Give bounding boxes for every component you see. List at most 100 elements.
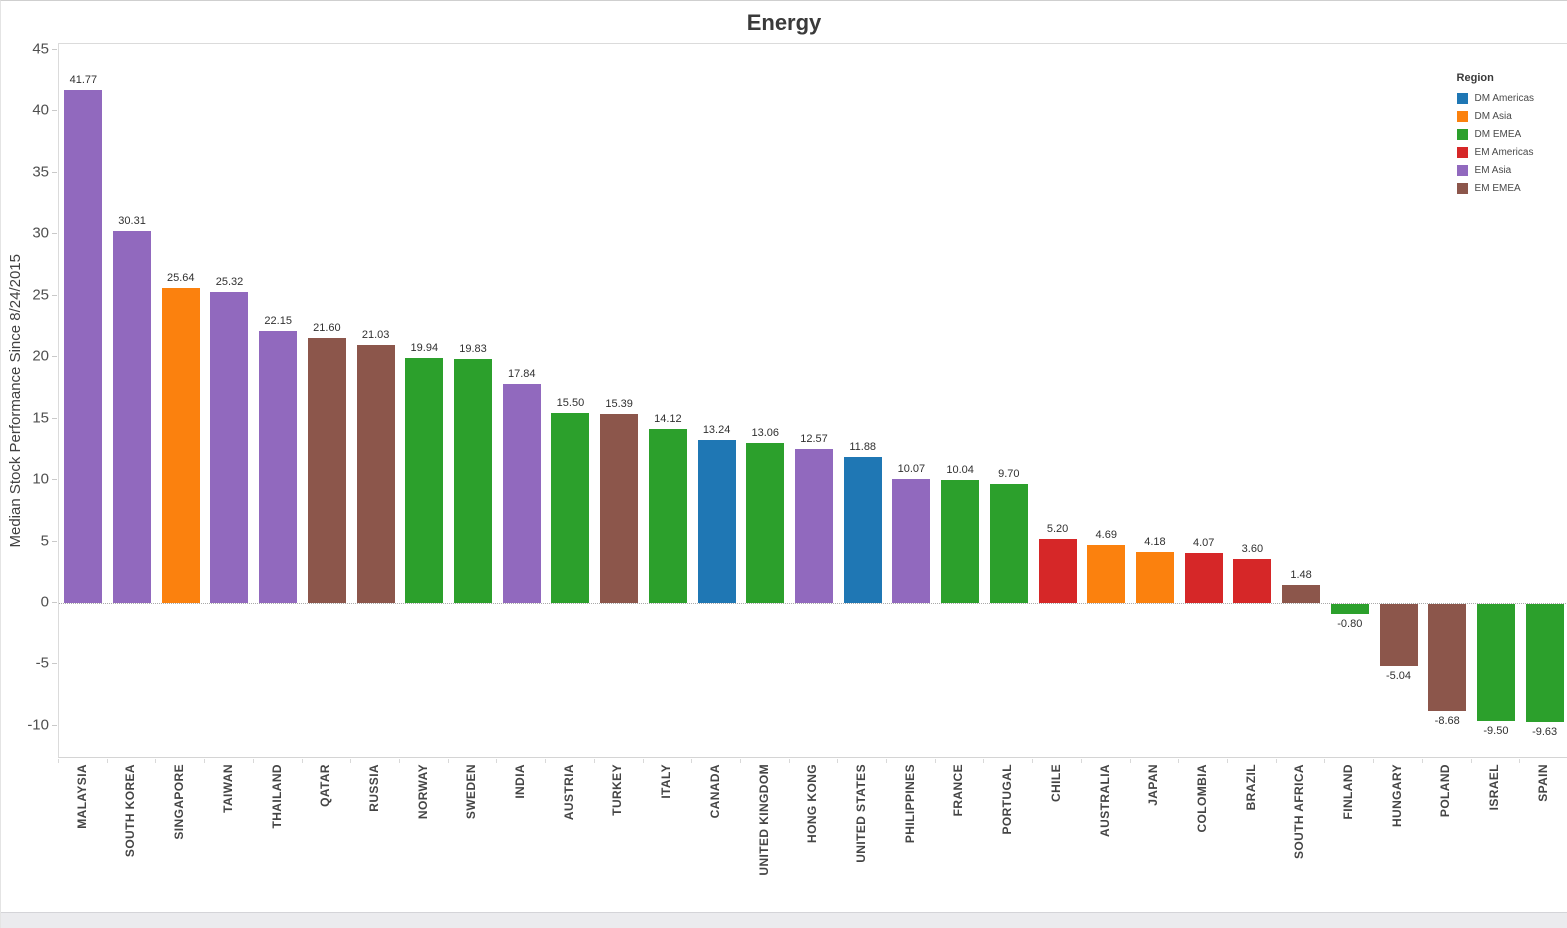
bar[interactable] [1330,604,1369,614]
x-axis-label: HUNGARY [1373,759,1422,911]
legend-swatch [1456,182,1468,194]
legend-label: DM Asia [1474,110,1512,122]
bar[interactable] [1038,539,1077,603]
bar-value-label: 9.70 [998,467,1020,480]
plot-area: Region DM Americas DM Asia DM EMEA EM Ameri… [58,43,1567,758]
legend: Region DM Americas DM Asia DM EMEA EM Ameri… [1456,72,1534,197]
x-axis-label: RUSSIA [350,759,399,911]
bar[interactable] [941,479,980,603]
bar[interactable] [1476,604,1515,721]
legend-item[interactable]: DM Asia [1456,107,1534,125]
x-axis-tick [691,759,693,763]
x-axis-label-text: ITALY [659,764,674,799]
legend-item[interactable]: EM Americas [1456,143,1534,161]
bar[interactable] [405,357,444,603]
bar[interactable] [648,429,687,603]
bar[interactable] [1282,584,1321,603]
x-axis-label: UNITED STATES [837,759,886,911]
legend-item[interactable]: DM Americas [1456,89,1534,107]
x-axis-label-text: UNITED STATES [854,764,868,863]
bar-value-label: 1.48 [1290,568,1312,581]
legend-swatch [1456,146,1468,158]
y-axis-tick-mark [52,171,57,173]
x-axis-label: CHILE [1032,759,1081,911]
x-axis-label-text: TURKEY [610,764,625,816]
bar[interactable] [1135,551,1174,603]
bar[interactable] [161,287,200,603]
x-axis-tick [1275,759,1277,763]
bar-value-label: 13.06 [751,426,780,439]
x-axis-tick [1373,759,1375,763]
x-axis-label: AUSTRIA [545,759,594,911]
bar[interactable] [697,440,736,603]
bar-value-label: 10.07 [897,463,926,476]
x-axis-tick [252,759,254,763]
bar-value-label: -8.68 [1434,714,1460,727]
x-axis-label-text: SOUTH KOREA [123,764,138,858]
bar[interactable] [1087,545,1126,603]
bar[interactable] [600,413,639,603]
bar[interactable] [989,483,1028,603]
x-axis-label: AUSTRALIA [1081,759,1130,911]
bar-value-label: 19.83 [459,343,487,356]
bar[interactable] [307,337,346,603]
bar[interactable] [843,457,882,603]
horizontal-scrollbar[interactable] [1,912,1567,928]
bar-value-label: 15.50 [556,396,585,409]
bar[interactable] [1525,604,1564,723]
y-axis: 45 40 35 30 25 20 15 10 5 0 -5 -10 [1,40,58,759]
x-axis-tick [1178,759,1180,763]
bar[interactable] [454,359,493,603]
legend-item[interactable]: DM EMEA [1456,125,1534,143]
x-axis-tick [1080,759,1082,763]
bar-value-label: 5.20 [1046,523,1069,536]
bar[interactable] [1233,558,1272,603]
bar[interactable] [1379,604,1418,666]
y-axis-tick-label: -5 [35,654,49,672]
bar[interactable] [113,230,152,603]
bar-value-label: 30.31 [118,214,146,227]
x-axis-label-text: SWEDEN [464,764,479,820]
x-axis-tick [983,759,985,763]
x-axis-label-text: JAPAN [1146,764,1161,806]
zero-line [59,603,1567,604]
bar[interactable] [259,330,298,603]
x-axis-label-text: AUSTRIA [561,764,576,821]
y-axis-tick-mark [52,417,57,419]
x-axis-label: COLOMBIA [1178,759,1227,911]
bar[interactable] [210,291,249,603]
y-axis-tick-label: 30 [32,224,49,242]
y-axis-tick-label: 35 [32,163,49,181]
bar[interactable] [1428,604,1467,711]
y-axis-tick-label: 40 [32,101,49,119]
bar[interactable] [1184,552,1223,603]
bar[interactable] [746,442,785,603]
bar-value-label: -9.63 [1532,726,1558,739]
chart-title: Energy [746,10,822,35]
x-axis-label-text: INDIA [513,764,528,799]
y-axis-tick-mark [52,724,57,726]
bar[interactable] [356,344,395,603]
x-axis-tick [1227,759,1229,763]
legend-label: DM Americas [1474,92,1534,104]
y-axis-tick-mark [52,233,57,235]
bar[interactable] [502,383,541,603]
y-axis-tick-label: -10 [27,716,49,734]
y-axis-tick-mark [52,48,57,50]
legend-item[interactable]: EM Asia [1456,161,1534,179]
x-axis-tick [398,759,400,763]
bar[interactable] [551,412,590,603]
legend-item[interactable]: EM EMEA [1456,179,1534,197]
bar[interactable] [64,89,103,603]
x-axis-label-text: BRAZIL [1243,764,1258,811]
bar[interactable] [892,479,931,603]
x-axis-label: THAILAND [253,759,302,911]
x-axis-label: ISRAEL [1470,759,1519,911]
x-axis-label: PHILIPPINES [886,759,935,911]
legend-label: EM Americas [1474,146,1534,158]
y-axis-tick-mark [52,294,57,296]
x-axis-label: CANADA [691,759,740,911]
bar-value-label: 17.84 [507,367,536,380]
x-axis-tick [496,759,498,763]
bar[interactable] [795,448,833,603]
